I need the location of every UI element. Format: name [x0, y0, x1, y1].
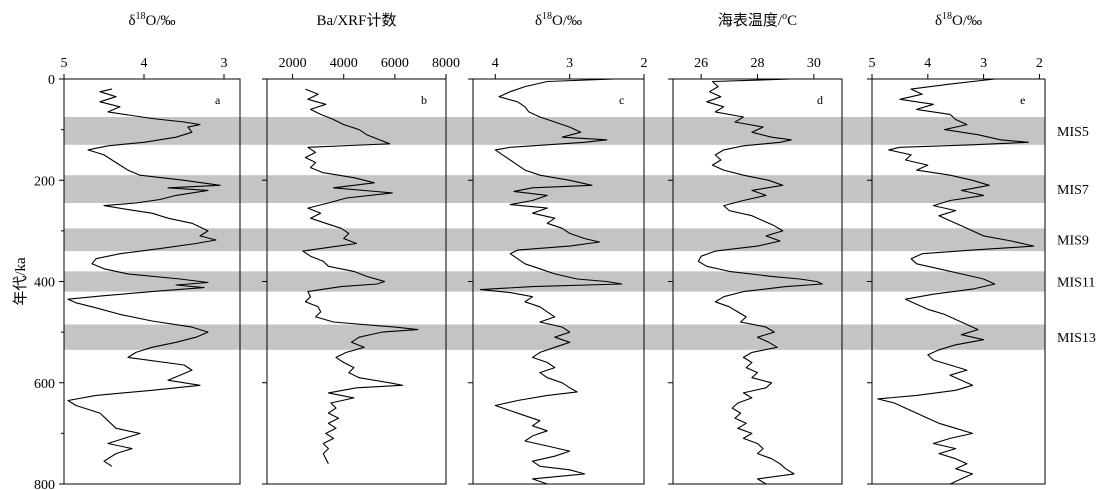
x-tick-label: 4 [141, 56, 148, 71]
mis-band [64, 228, 1045, 252]
panel-letter: a [215, 93, 221, 107]
series-line-a [67, 88, 221, 467]
mis-bands [64, 116, 1045, 350]
x-tick-label: 2000 [279, 56, 307, 71]
x-tick-label: 5 [61, 56, 68, 71]
x-tick-label: 8000 [432, 56, 460, 71]
panel-title-sup: 18 [542, 11, 552, 22]
x-tick-label: 4 [924, 56, 931, 71]
panel-title: 海表温度/oC [718, 11, 797, 29]
x-tick-label: 2 [641, 56, 648, 71]
x-tick-label: 3 [221, 56, 228, 71]
x-tick-label: 4000 [330, 56, 358, 71]
panel-title-main: 海表温度/ [718, 12, 783, 29]
panel-letter: c [619, 93, 624, 107]
series-line-d [697, 78, 823, 485]
panel-frame [63, 78, 241, 485]
series-line-e [877, 78, 1035, 485]
mis-band-label: MIS7 [1057, 183, 1089, 198]
panel-letter: e [1020, 93, 1025, 107]
x-tick-label: 28 [751, 56, 765, 71]
panel-letter: b [421, 93, 427, 107]
mis-band-label: MIS13 [1057, 331, 1096, 346]
panel-title-sup: 18 [942, 11, 952, 22]
panel-b: 2000 4000 6000 8000 Ba/XRF计数 b [262, 12, 460, 485]
x-tick-label: 4 [492, 56, 499, 71]
x-tick-label: 2 [1036, 56, 1043, 71]
panel-e: 5 4 3 2 δ18O/‰ e [867, 11, 1046, 485]
age-axis-tick-label: 800 [34, 478, 55, 490]
panel-title-rest: O/‰ [952, 13, 982, 29]
panel-title-sup: 18 [136, 11, 146, 22]
x-tick-label: 6000 [381, 56, 409, 71]
mis-band [64, 175, 1045, 204]
panel-title-main: δ [535, 13, 542, 29]
panel-letter: d [817, 93, 823, 107]
mis-band-label: MIS5 [1057, 125, 1089, 140]
x-tick-label: 5 [869, 56, 876, 71]
mis-band [64, 271, 1045, 292]
series-line-b [302, 88, 419, 465]
panel-c: 4 3 2 δ18O/‰ c [468, 11, 648, 485]
mis-band [64, 116, 1045, 145]
series-line-c [479, 78, 623, 485]
age-axis-label: 年代/ka [12, 257, 29, 306]
panel-title: δ18O/‰ [128, 11, 175, 29]
panel-title-main: δ [128, 13, 135, 29]
panel-title: δ18O/‰ [535, 11, 582, 29]
age-axis: 0 200 400 600 800 年代/ka [12, 73, 64, 490]
panel-title-sup: o [782, 11, 787, 22]
panel-title: Ba/XRF计数 [316, 12, 396, 29]
panel-title-rest: C [787, 13, 797, 29]
panel-title: δ18O/‰ [935, 11, 982, 29]
x-tick-label: 30 [807, 56, 821, 71]
panel-a: 5 4 3 δ18O/‰ a [61, 11, 241, 485]
panel-title-main: Ba/XRF计数 [316, 12, 396, 29]
age-axis-tick-label: 400 [34, 276, 55, 291]
x-tick-label: 3 [980, 56, 987, 71]
age-axis-tick-label: 0 [48, 73, 55, 88]
panel-title-rest: O/‰ [146, 13, 176, 29]
x-tick-label: 26 [694, 56, 708, 71]
mis-band-label: MIS11 [1057, 276, 1095, 291]
panel-title-rest: O/‰ [552, 13, 582, 29]
mis-band-label: MIS9 [1057, 234, 1089, 249]
age-axis-tick-label: 600 [34, 377, 55, 392]
x-tick-label: 3 [566, 56, 573, 71]
age-axis-tick-label: 200 [34, 174, 55, 189]
panel-title-main: δ [935, 13, 942, 29]
